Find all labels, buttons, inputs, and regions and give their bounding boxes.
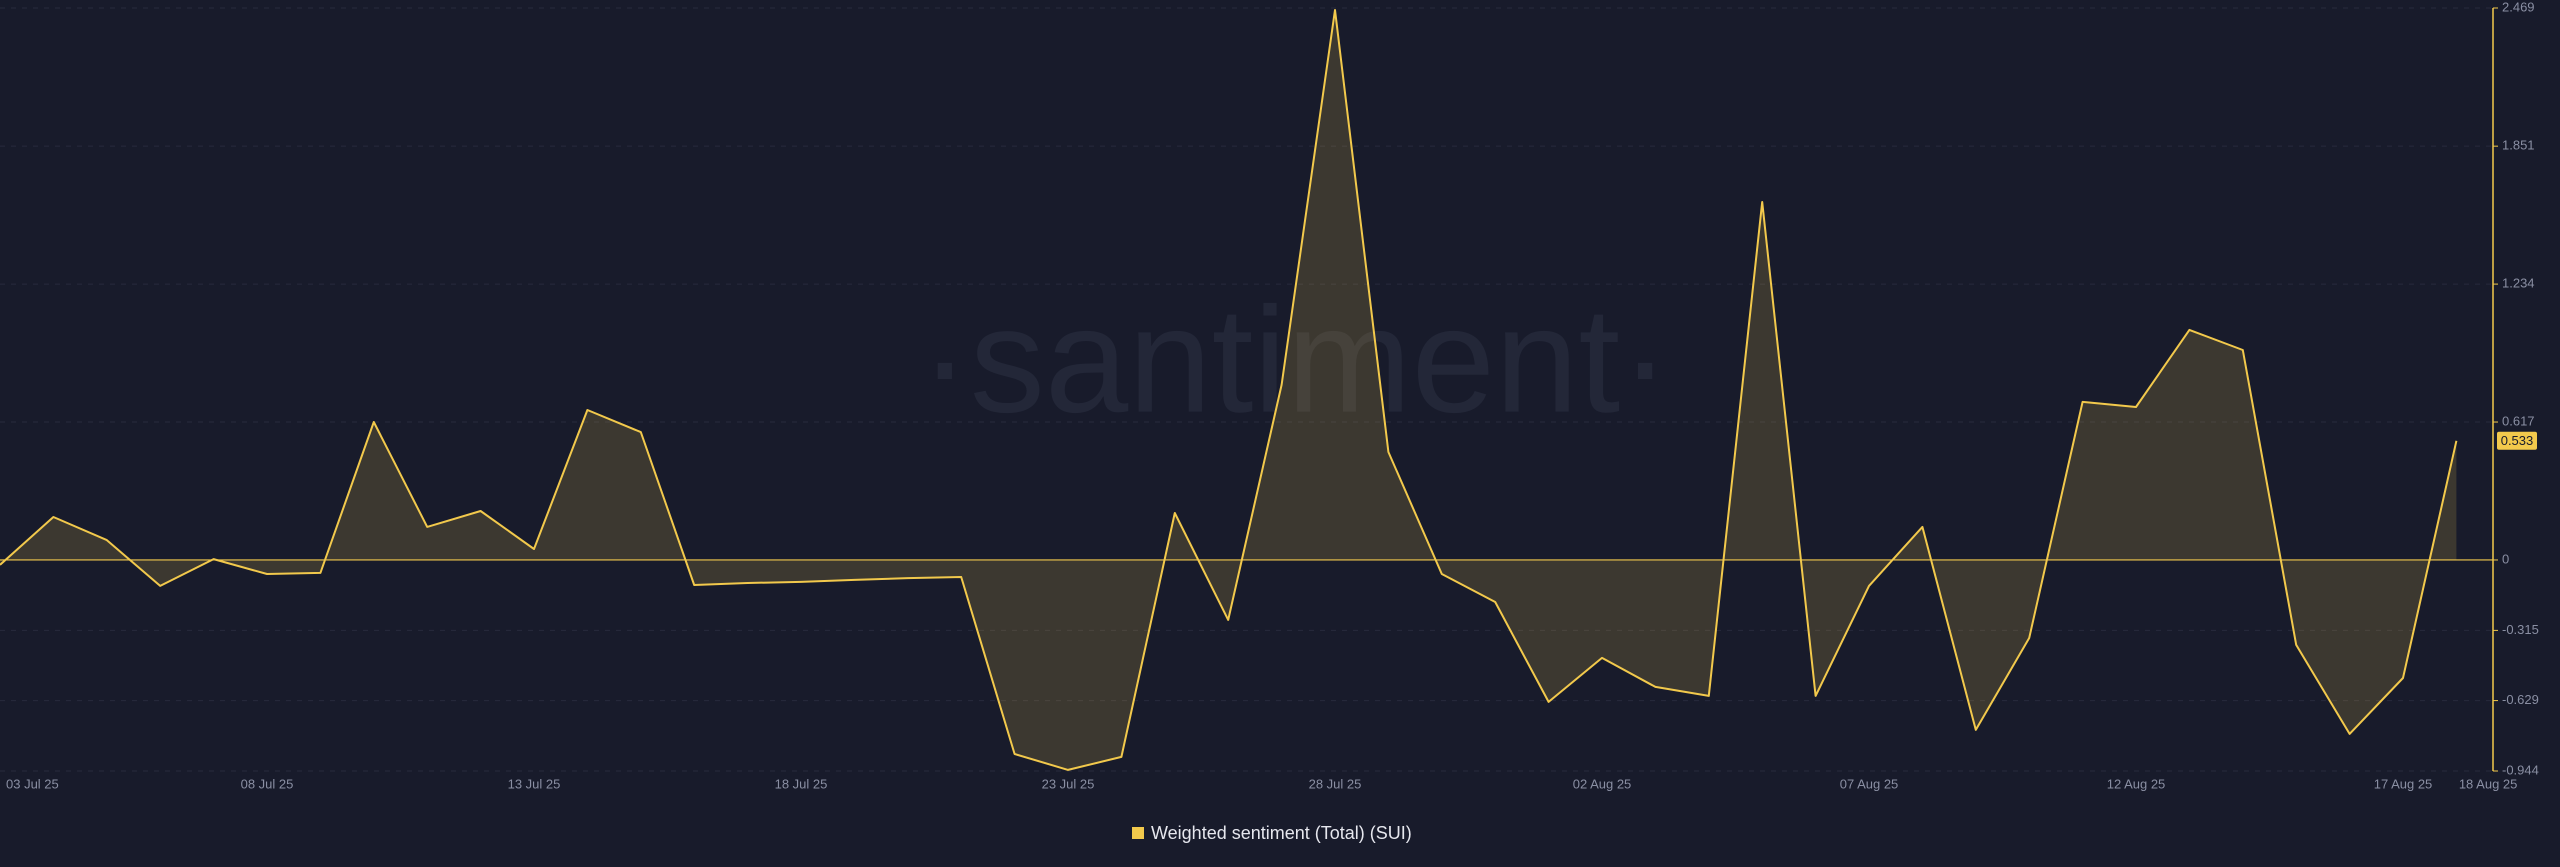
x-tick-label: 13 Jul 25 xyxy=(508,776,561,791)
x-tick-label: 03 Jul 25 xyxy=(6,776,59,791)
area-fill xyxy=(0,10,2457,770)
value-badge xyxy=(2497,431,2537,450)
y-tick-label: -0.315 xyxy=(2502,622,2539,637)
x-tick-label: 18 Jul 25 xyxy=(775,776,828,791)
x-tick-label: 12 Aug 25 xyxy=(2107,776,2166,791)
y-tick-label: 1.234 xyxy=(2502,276,2535,291)
x-tick-label: 17 Aug 25 xyxy=(2374,776,2433,791)
legend: Weighted sentiment (Total) (SUI) xyxy=(1132,823,1412,843)
x-tick-label: 02 Aug 25 xyxy=(1573,776,1632,791)
watermark: ·santiment· xyxy=(920,276,1670,444)
y-tick-label: 0 xyxy=(2502,551,2509,566)
y-tick-label: -0.629 xyxy=(2502,692,2539,707)
y-tick-label: 1.851 xyxy=(2502,138,2535,153)
x-tick-label: 23 Jul 25 xyxy=(1042,776,1095,791)
line xyxy=(0,9,2458,771)
x-tick-label: 28 Jul 25 xyxy=(1309,776,1362,791)
legend-swatch xyxy=(1132,827,1144,839)
x-tick-label: 18 Aug 25 xyxy=(2459,776,2518,791)
y-tick-label: 0.617 xyxy=(2502,413,2535,428)
y-tick-label: 2.469 xyxy=(2502,0,2535,14)
y-tick-label: -0.944 xyxy=(2502,762,2539,777)
x-tick-label: 07 Aug 25 xyxy=(1840,776,1899,791)
legend-label: Weighted sentiment (Total) (SUI) xyxy=(1151,823,1412,843)
value-badge-label: 0.533 xyxy=(2501,433,2534,448)
x-tick-label: 08 Jul 25 xyxy=(241,776,294,791)
